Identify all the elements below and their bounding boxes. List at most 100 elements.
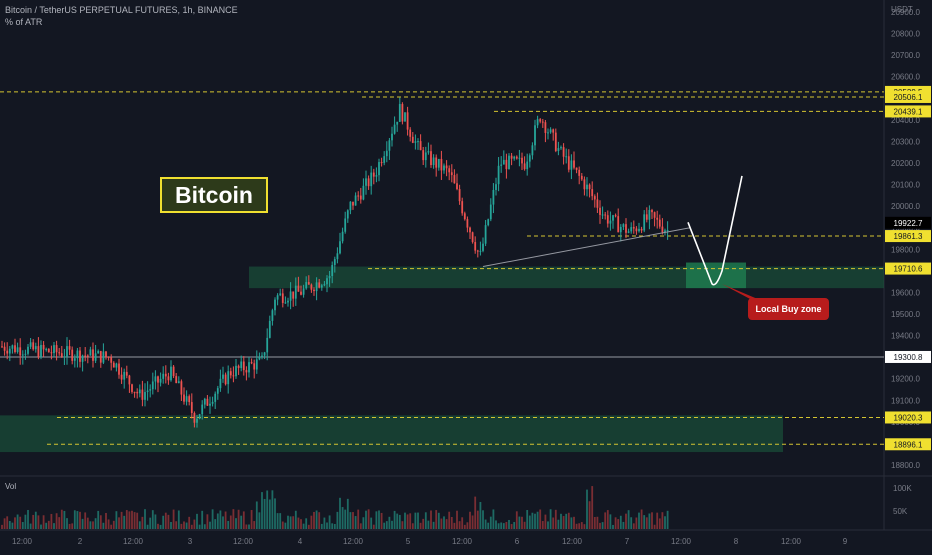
volume-bar bbox=[378, 510, 380, 529]
volume-bar bbox=[211, 509, 214, 529]
volume-bar bbox=[487, 522, 490, 529]
candle-body bbox=[279, 293, 282, 296]
candle-body bbox=[344, 218, 347, 232]
candle-body bbox=[167, 376, 170, 381]
candle-body bbox=[123, 371, 126, 380]
candle-body bbox=[409, 129, 412, 137]
volume-bar bbox=[271, 490, 274, 529]
volume-tick: 100K bbox=[893, 484, 912, 493]
candle-body bbox=[58, 352, 61, 354]
candle-body bbox=[622, 224, 625, 227]
candle-body bbox=[172, 366, 175, 377]
candle-body bbox=[326, 278, 328, 285]
volume-bar bbox=[144, 509, 146, 529]
volume-bar bbox=[432, 521, 435, 529]
candle-body bbox=[661, 226, 664, 233]
candle-body bbox=[547, 132, 549, 134]
volume-bar bbox=[497, 523, 500, 529]
volume-bar bbox=[183, 521, 185, 529]
candle-body bbox=[6, 350, 9, 354]
price-label-bg bbox=[885, 438, 931, 451]
candle-body bbox=[284, 302, 287, 304]
x-tick-label: 8 bbox=[734, 537, 739, 546]
candle-body bbox=[107, 356, 110, 358]
candle-body bbox=[237, 365, 240, 369]
candle-body bbox=[318, 282, 321, 288]
volume-bar bbox=[578, 523, 581, 529]
volume-bar bbox=[333, 523, 336, 529]
candle-body bbox=[435, 157, 438, 168]
candle-body bbox=[645, 214, 648, 220]
volume-bar bbox=[409, 513, 412, 529]
x-tick-label: 3 bbox=[188, 537, 193, 546]
candle-body bbox=[159, 378, 162, 383]
volume-bar bbox=[315, 510, 318, 529]
volume-bar bbox=[336, 511, 339, 529]
x-tick-label: 12:00 bbox=[343, 537, 364, 546]
candle-body bbox=[190, 402, 193, 413]
volume-bar bbox=[188, 516, 191, 529]
volume-bar bbox=[518, 516, 521, 529]
volume-bar bbox=[528, 515, 531, 529]
candle-body bbox=[445, 165, 448, 169]
volume-bar bbox=[29, 523, 32, 529]
bitcoin-title-box[interactable]: Bitcoin bbox=[160, 177, 268, 213]
candle-body bbox=[560, 147, 562, 149]
volume-bar bbox=[224, 511, 227, 529]
candle-body bbox=[580, 175, 583, 180]
candle-body bbox=[323, 284, 326, 286]
volume-bar bbox=[40, 524, 42, 529]
candle-body bbox=[177, 381, 180, 384]
x-tick-label: 12:00 bbox=[123, 537, 144, 546]
volume-bar bbox=[362, 517, 365, 529]
candle-body bbox=[588, 184, 591, 190]
candle-body bbox=[1, 346, 3, 348]
candle-body bbox=[211, 401, 214, 404]
candle-body bbox=[562, 147, 565, 157]
volume-bar bbox=[37, 515, 40, 529]
candle-body bbox=[310, 284, 313, 290]
candle-body bbox=[258, 356, 261, 360]
volume-bar bbox=[372, 524, 375, 529]
x-tick-label: 12:00 bbox=[562, 537, 583, 546]
candle-body bbox=[328, 276, 331, 279]
price-label-bg bbox=[885, 90, 931, 103]
candle-body bbox=[664, 230, 666, 233]
candle-body bbox=[495, 184, 497, 190]
volume-bar bbox=[258, 512, 261, 529]
candle-body bbox=[131, 384, 133, 392]
volume-bar bbox=[583, 524, 586, 529]
candle-body bbox=[112, 362, 115, 368]
candle-body bbox=[219, 378, 222, 389]
candle-body bbox=[370, 172, 373, 187]
candle-body bbox=[463, 213, 466, 220]
volume-bar bbox=[370, 517, 373, 529]
volume-bar bbox=[50, 513, 53, 529]
volume-bar bbox=[352, 512, 354, 529]
volume-bar bbox=[164, 512, 167, 529]
candle-body bbox=[591, 189, 594, 197]
candle-body bbox=[71, 349, 74, 361]
candle-body bbox=[3, 346, 6, 351]
volume-bar bbox=[349, 512, 352, 529]
candle-body bbox=[500, 164, 503, 166]
y-tick-label: 19200.0 bbox=[891, 375, 920, 384]
volume-bar bbox=[328, 515, 331, 529]
candle-body bbox=[544, 122, 547, 133]
volume-bar bbox=[560, 513, 562, 529]
volume-bar bbox=[274, 498, 276, 529]
candle-body bbox=[541, 121, 544, 123]
volume-bar bbox=[638, 512, 640, 529]
zone-rect bbox=[249, 266, 884, 289]
candle-body bbox=[476, 250, 479, 252]
candle-body bbox=[206, 398, 209, 406]
volume-bar bbox=[489, 516, 492, 529]
volume-pane: Vol 100K 50K bbox=[1, 482, 912, 529]
price-label-bg bbox=[885, 105, 931, 118]
candle-body bbox=[227, 371, 230, 385]
volume-bar bbox=[406, 514, 409, 529]
local-buy-zone-callout[interactable]: Local Buy zone bbox=[748, 298, 829, 320]
candle-body bbox=[271, 310, 274, 321]
